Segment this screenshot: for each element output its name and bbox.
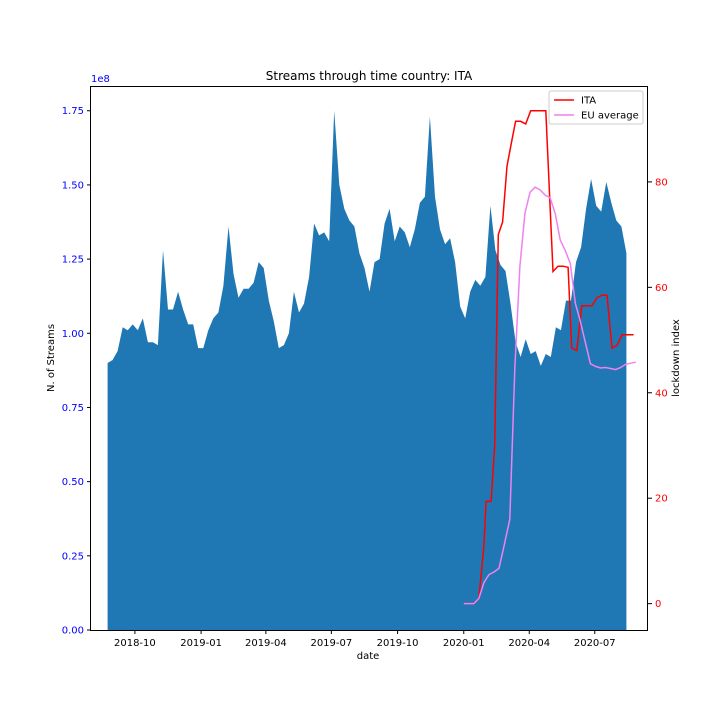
- legend-label: EU average: [581, 111, 639, 122]
- y-left-tick-label: 0.00: [62, 626, 84, 637]
- y-left-tick-label: 1.25: [62, 255, 84, 266]
- y-right-tick-label: 40: [655, 388, 668, 399]
- x-tick-label: 2019-10: [377, 638, 419, 649]
- plot-area: [107, 109, 636, 630]
- y-left-tick-label: 0.25: [62, 551, 84, 562]
- y-left-tick-label: 1.50: [62, 180, 84, 191]
- y-axis-right-label: lockdown index: [671, 319, 682, 397]
- x-tick-label: 2019-07: [310, 638, 352, 649]
- chart-title: Streams through time country: ITA: [266, 69, 473, 83]
- x-tick-label: 2018-10: [114, 638, 156, 649]
- streams-area: [107, 110, 627, 630]
- legend-label: ITA: [581, 96, 596, 107]
- y-right-tick-label: 60: [655, 283, 668, 294]
- y-right-tick-label: 20: [655, 494, 668, 505]
- legend: ITA EU average: [548, 90, 644, 125]
- y-right-tick-label: 80: [655, 177, 668, 188]
- y-axis-right: 0 20 40 60 80: [648, 177, 668, 610]
- x-tick-label: 2020-01: [443, 638, 485, 649]
- x-tick-label: 2020-04: [508, 638, 550, 649]
- x-tick-label: 2020-07: [574, 638, 616, 649]
- x-axis-label: date: [357, 651, 380, 662]
- y-left-tick-label: 1.00: [62, 329, 84, 340]
- y-right-tick-label: 0: [655, 599, 661, 610]
- x-axis: 2018-10 2019-01 2019-04 2019-07 2019-10 2020-…: [114, 630, 616, 649]
- y-left-tick-label: 0.75: [62, 403, 84, 414]
- x-tick-label: 2019-01: [180, 638, 222, 649]
- left-axis-multiplier: 1e8: [91, 74, 110, 85]
- ita-line: [463, 109, 634, 605]
- y-left-tick-label: 1.75: [62, 106, 84, 117]
- plot-frame: [90, 86, 648, 631]
- eu-average-line: [463, 186, 636, 605]
- y-left-tick-label: 0.50: [62, 477, 84, 488]
- y-axis-left-label: N. of Streams: [46, 324, 57, 392]
- x-tick-label: 2019-04: [245, 638, 287, 649]
